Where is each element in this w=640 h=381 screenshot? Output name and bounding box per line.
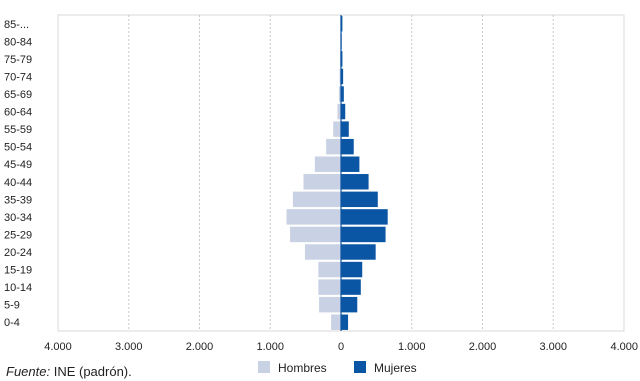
x-tick-label: 0 — [338, 341, 344, 353]
y-tick-label: 75-79 — [4, 54, 32, 66]
legend-swatch-mujeres — [354, 361, 366, 373]
x-tick-label: 3.000 — [115, 341, 143, 353]
bar-hombres-60-64 — [337, 103, 341, 120]
y-tick-label: 40-44 — [4, 177, 32, 189]
source-note: Fuente: INE (padrón). — [6, 364, 132, 379]
x-tick-label: 2.000 — [469, 341, 497, 353]
source-text: INE (padrón). — [50, 364, 132, 379]
bar-hombres-10-14 — [318, 279, 341, 295]
bar-hombres-40-44 — [303, 174, 341, 190]
y-tick-label: 45-49 — [4, 159, 32, 171]
grid-lines — [128, 15, 554, 331]
bar-mujeres-40-44 — [341, 174, 369, 190]
source-label: Fuente: — [6, 364, 51, 379]
bars — [286, 15, 388, 331]
y-tick-label: 70-74 — [4, 71, 32, 83]
bar-mujeres-65-69 — [341, 86, 344, 102]
y-tick-label: 50-54 — [4, 142, 32, 154]
y-tick-label: 30-34 — [4, 212, 32, 224]
bar-mujeres-5-9 — [341, 296, 358, 313]
y-tick-label: 55-59 — [4, 124, 32, 136]
x-tick-label: 4.000 — [610, 341, 638, 353]
y-tick-label: 65-69 — [4, 89, 32, 101]
y-tick-label: 20-24 — [4, 247, 32, 259]
bar-hombres-5-9 — [319, 296, 341, 313]
bar-mujeres-55-59 — [341, 121, 349, 137]
bar-mujeres-10-14 — [341, 279, 361, 295]
bar-hombres-50-54 — [326, 138, 341, 155]
bar-mujeres-70-74 — [341, 68, 344, 85]
bar-mujeres-30-34 — [341, 209, 388, 225]
bar-hombres-20-24 — [304, 244, 341, 260]
bar-mujeres-45-49 — [341, 156, 360, 172]
legend-swatch-hombres — [258, 361, 270, 373]
bar-mujeres-25-29 — [341, 226, 386, 243]
bar-mujeres-50-54 — [341, 138, 354, 155]
bar-mujeres-20-24 — [341, 244, 376, 260]
y-axis-labels: 85-... 80-84 75-79 70-74 65-69 60-64 55-59 50-5… — [4, 19, 32, 329]
bar-hombres-30-34 — [286, 209, 341, 225]
bar-hombres-45-49 — [314, 156, 341, 172]
y-tick-label: 25-29 — [4, 229, 32, 241]
y-tick-label: 0-4 — [4, 317, 20, 329]
bar-mujeres-60-64 — [341, 103, 346, 120]
x-tick-label: 1.000 — [398, 341, 426, 353]
y-tick-label: 85-... — [4, 19, 29, 31]
bar-mujeres-85-... — [341, 16, 343, 32]
bar-mujeres-0-4 — [341, 314, 349, 330]
x-axis-labels: 4.000 3.000 2.000 1.000 0 1.000 2.000 3.000 4.00… — [44, 341, 638, 353]
bar-hombres-55-59 — [333, 121, 341, 137]
bar-hombres-70-74 — [339, 68, 341, 85]
bar-hombres-0-4 — [331, 314, 341, 330]
y-tick-label: 5-9 — [4, 300, 20, 312]
y-tick-label: 80-84 — [4, 36, 32, 48]
legend-label-mujeres: Mujeres — [374, 361, 417, 375]
x-tick-label: 1.000 — [256, 341, 284, 353]
y-tick-label: 10-14 — [4, 282, 32, 294]
y-tick-label: 15-19 — [4, 265, 32, 277]
bar-mujeres-75-79 — [341, 51, 343, 67]
x-tick-label: 4.000 — [44, 341, 72, 353]
bar-hombres-65-69 — [338, 86, 341, 102]
bar-hombres-15-19 — [318, 261, 341, 278]
legend: Hombres Mujeres — [258, 361, 417, 375]
x-tick-label: 3.000 — [539, 341, 567, 353]
legend-label-hombres: Hombres — [278, 361, 327, 375]
bar-hombres-25-29 — [290, 226, 341, 243]
y-tick-label: 35-39 — [4, 194, 32, 206]
bar-mujeres-15-19 — [341, 261, 363, 278]
x-tick-label: 2.000 — [186, 341, 214, 353]
bar-mujeres-35-39 — [341, 191, 378, 208]
bar-hombres-35-39 — [292, 191, 341, 208]
y-tick-label: 60-64 — [4, 107, 32, 119]
